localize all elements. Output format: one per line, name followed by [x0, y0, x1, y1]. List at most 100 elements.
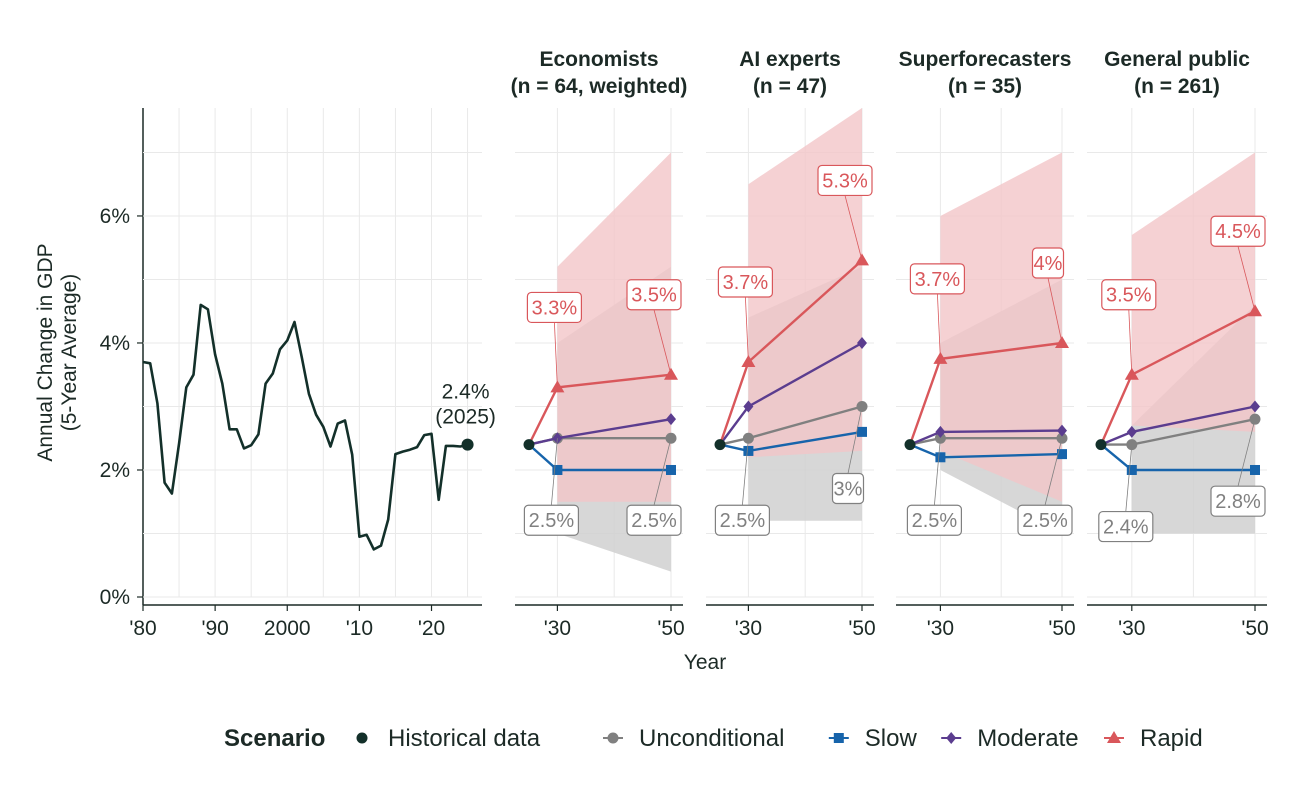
- series-marker-moderate: [743, 400, 754, 413]
- value-label-leader: [937, 293, 941, 359]
- start-point-marker: [714, 439, 726, 451]
- value-label: 3%: [834, 478, 863, 500]
- facet-title-1: Economists: [539, 48, 658, 71]
- series-marker-slow: [1126, 464, 1137, 475]
- value-label-box: [1101, 279, 1157, 311]
- value-label: 3.7%: [723, 272, 769, 294]
- value-label-leader: [742, 438, 749, 506]
- value-label-box: [817, 164, 873, 197]
- legend-key-historical: [356, 732, 368, 744]
- facet-title-4: (n = 261): [1134, 75, 1220, 98]
- uncertainty-band-rapid: [940, 152, 1062, 502]
- value-label: 4%: [1034, 253, 1063, 275]
- historical-endpoint-label: 2.4%: [442, 381, 490, 404]
- historical-endpoint-label: (2025): [435, 406, 496, 429]
- series-marker-slow: [1057, 449, 1067, 460]
- legend-key-unconditional: [607, 732, 619, 744]
- value-label-leader: [653, 438, 672, 506]
- value-label-box: [831, 472, 865, 505]
- start-point-marker: [523, 439, 535, 451]
- facet-x-tick-label: '30: [1118, 617, 1145, 640]
- y-axis-title-line: (5-Year Average): [58, 274, 81, 432]
- facet-x-tick-label: '50: [657, 617, 684, 640]
- value-label-leader: [1125, 444, 1133, 512]
- start-point-marker: [904, 439, 916, 451]
- value-label-box: [717, 266, 774, 298]
- series-marker-moderate: [935, 425, 946, 438]
- y-tick-label: 2%: [100, 459, 130, 482]
- facet-x-tick-label: '30: [735, 617, 762, 640]
- value-label-leader: [554, 322, 558, 388]
- series-marker-slow: [1250, 464, 1260, 475]
- y-axis-title: Annual Change in GDP (5-Year Average): [34, 243, 81, 461]
- facet-title-2: AI experts: [739, 48, 841, 71]
- facet-x-tick-label: '30: [927, 617, 954, 640]
- legend-label-unconditional: Unconditional: [639, 725, 784, 752]
- value-label-box: [626, 279, 682, 311]
- x-tick-label: '90: [201, 617, 228, 640]
- value-label-box: [1031, 247, 1065, 279]
- value-label-box: [1210, 485, 1266, 517]
- legend-key-moderate: [946, 732, 957, 744]
- value-label: 2.4%: [1103, 517, 1149, 539]
- value-label-leader: [1128, 309, 1133, 375]
- value-label: 5.3%: [822, 170, 868, 192]
- value-label: 2.5%: [631, 510, 677, 532]
- series-marker-moderate: [1057, 424, 1067, 437]
- value-label-leader: [934, 438, 941, 506]
- value-label-leader: [745, 297, 749, 363]
- uncertainty-band-rapid: [557, 152, 671, 502]
- facet-x-tick-label: '30: [544, 617, 571, 640]
- x-tick-label: '10: [346, 617, 373, 640]
- value-label: 3.7%: [915, 269, 961, 291]
- value-label: 2.8%: [1215, 491, 1261, 513]
- value-label-leader: [1044, 438, 1063, 506]
- facet-title-3: (n = 35): [948, 75, 1022, 98]
- series-marker-moderate: [1126, 425, 1137, 438]
- value-label-leader: [1237, 246, 1256, 312]
- value-label-leader: [1237, 419, 1256, 487]
- series-marker-moderate: [666, 413, 676, 426]
- series-marker-moderate: [857, 336, 867, 349]
- legend-label-moderate: Moderate: [977, 725, 1078, 752]
- value-label: 2.5%: [720, 510, 766, 532]
- value-label: 2.5%: [1022, 510, 1068, 532]
- series-marker-slow: [552, 464, 563, 475]
- value-label-leader: [653, 309, 672, 375]
- x-tick-label: '20: [418, 617, 445, 640]
- value-label-box: [526, 291, 583, 324]
- x-tick-label: '80: [129, 617, 156, 640]
- legend-key-rapid: [1107, 731, 1121, 743]
- value-label-box: [906, 504, 963, 536]
- series-marker-slow: [666, 464, 676, 475]
- value-label: 3.5%: [1106, 285, 1152, 307]
- value-label-leader: [1047, 277, 1063, 344]
- value-label-box: [1098, 510, 1154, 543]
- legend-label-slow: Slow: [865, 725, 918, 752]
- value-label-box: [909, 263, 966, 295]
- series-marker-slow: [935, 452, 946, 463]
- facet-x-tick-label: '50: [848, 617, 875, 640]
- legend-key-slow: [833, 733, 844, 743]
- legend-label-rapid: Rapid: [1140, 725, 1203, 752]
- historical-endpoint-marker: [461, 438, 474, 451]
- y-tick-label: 4%: [100, 332, 130, 355]
- value-label: 2.5%: [529, 510, 575, 532]
- value-label-box: [714, 504, 771, 536]
- value-label-leader: [551, 438, 558, 506]
- facet-title-1: (n = 64, weighted): [511, 75, 688, 98]
- value-label-leader: [844, 195, 863, 261]
- historical-series-line: [142, 303, 468, 551]
- series-marker-slow: [857, 426, 867, 437]
- series-marker-moderate: [1250, 400, 1260, 413]
- value-label: 4.5%: [1215, 221, 1261, 243]
- facet-title-2: (n = 47): [753, 75, 827, 98]
- y-axis-title-line: Annual Change in GDP: [34, 243, 57, 461]
- y-tick-label: 6%: [100, 205, 130, 228]
- value-label-leader: [847, 406, 863, 474]
- x-tick-label: 2000: [264, 617, 311, 640]
- value-label-box: [1017, 504, 1073, 536]
- facet-title-3: Superforecasters: [899, 48, 1072, 71]
- x-axis-title: Year: [684, 651, 726, 674]
